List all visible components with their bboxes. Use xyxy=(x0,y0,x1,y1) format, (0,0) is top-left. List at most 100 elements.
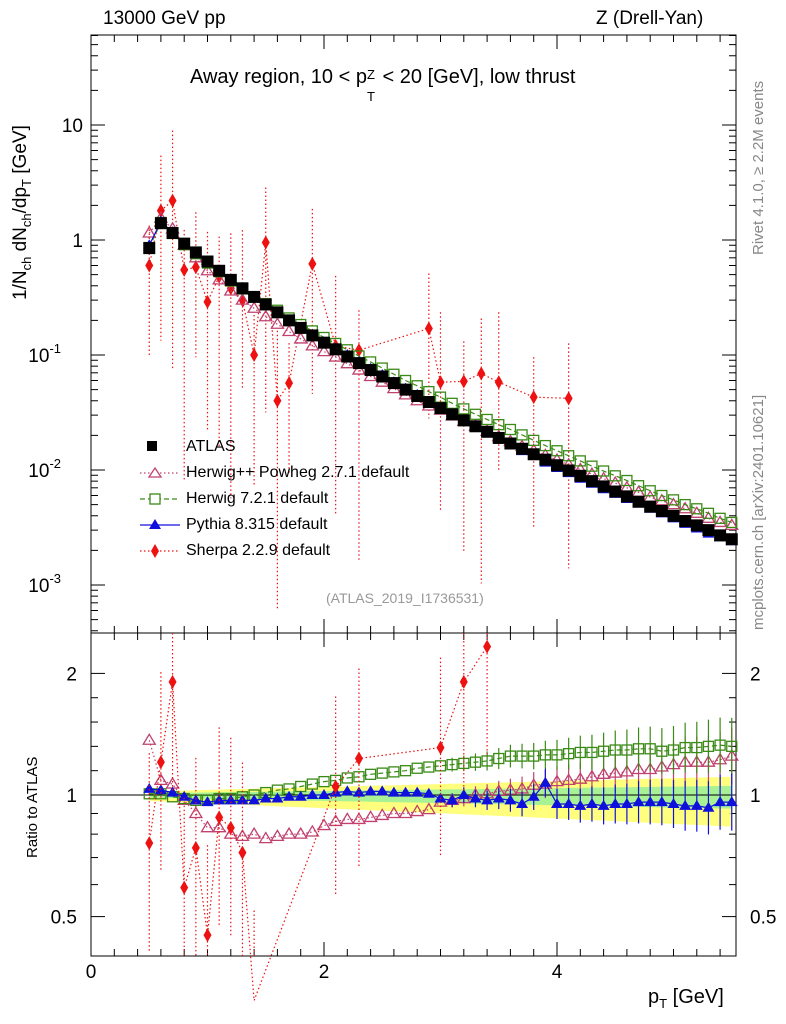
point-sherpa xyxy=(250,348,259,362)
point-sherpa xyxy=(529,390,538,405)
ratio-point-sherpa xyxy=(354,751,363,766)
point-herwig7 xyxy=(539,439,551,452)
point-atlas xyxy=(213,264,226,277)
ratio-point-herwigpp xyxy=(340,812,355,825)
point-atlas xyxy=(318,336,330,349)
ratio-point-pythia xyxy=(387,786,400,797)
x-tick-label: 0 xyxy=(86,962,97,983)
point-herwigpp xyxy=(712,515,728,528)
x-axis-label: pT [GeV] xyxy=(648,986,724,1011)
point-herwig7 xyxy=(691,503,703,515)
point-atlas xyxy=(574,469,587,482)
ratio-y-tick-label-right: 0.5 xyxy=(750,908,776,929)
ratio-point-herwigpp xyxy=(375,808,390,821)
point-atlas xyxy=(527,448,540,461)
ratio-point-herwigpp xyxy=(281,826,297,839)
point-atlas xyxy=(294,321,307,334)
ratio-point-herwigpp xyxy=(561,773,576,786)
point-atlas xyxy=(376,370,389,383)
y-tick-label: 10-1 xyxy=(28,341,61,367)
point-herwig7 xyxy=(597,465,610,477)
ratio-point-pythia xyxy=(725,796,738,807)
legend-label-herwigpp: Herwig++ Powheg 2.7.1 default xyxy=(186,464,410,481)
point-herwigpp xyxy=(316,344,332,357)
main-y-axis-label: 1/Nch dNch/dpT [GeV] xyxy=(10,125,34,300)
point-herwigpp xyxy=(223,283,238,296)
ratio-point-pythia xyxy=(422,787,435,798)
analysis-watermark: (ATLAS_2019_I1736531) xyxy=(326,590,484,606)
ratio-point-pythia xyxy=(574,799,587,810)
ratio-point-pythia xyxy=(539,776,552,787)
ratio-point-herwig7 xyxy=(714,739,726,751)
point-atlas xyxy=(411,390,424,403)
ratio-point-herwigpp xyxy=(235,829,250,842)
ratio-point-pythia xyxy=(283,790,296,801)
legend-symbol-atlas xyxy=(147,441,157,451)
ratio-point-pythia xyxy=(551,797,563,808)
point-atlas xyxy=(434,402,447,415)
ratio-point-herwig7 xyxy=(376,767,388,779)
point-sherpa xyxy=(285,376,294,391)
point-herwigpp xyxy=(293,331,308,344)
point-herwig7 xyxy=(609,470,621,482)
ratio-point-pythia xyxy=(201,796,214,807)
ratio-point-sherpa xyxy=(145,836,154,851)
point-atlas xyxy=(329,343,342,356)
point-herwigpp xyxy=(246,300,262,313)
ratio-point-pythia xyxy=(259,792,272,803)
ratio-point-sherpa xyxy=(191,840,200,855)
point-herwigpp xyxy=(724,518,739,531)
ratio-point-pythia xyxy=(620,797,633,808)
ratio-point-herwigpp xyxy=(386,806,402,819)
ratio-y-tick-label: 2 xyxy=(66,664,77,685)
ratio-point-pythia xyxy=(702,801,715,812)
point-sherpa xyxy=(564,391,573,406)
ratio-point-herwig7 xyxy=(597,745,610,757)
ratio-point-pythia xyxy=(411,786,424,797)
point-herwig7 xyxy=(574,455,586,467)
point-atlas xyxy=(166,227,179,240)
point-atlas xyxy=(189,246,202,259)
point-atlas xyxy=(702,524,715,537)
point-herwig7 xyxy=(644,485,656,497)
point-atlas xyxy=(201,255,214,268)
point-sherpa xyxy=(145,258,154,273)
ratio-point-pythia xyxy=(364,785,377,796)
legend-label-atlas: ATLAS xyxy=(186,438,236,455)
point-atlas xyxy=(387,377,400,390)
ratio-point-herwigpp xyxy=(596,767,611,779)
point-herwig7 xyxy=(656,489,668,502)
ratio-point-herwigpp xyxy=(608,765,623,778)
ratio-point-herwig7 xyxy=(656,745,668,757)
point-sherpa xyxy=(156,203,165,218)
ratio-point-herwigpp xyxy=(421,802,436,815)
point-atlas xyxy=(306,329,319,342)
point-sherpa xyxy=(180,262,189,277)
ratio-point-herwig7 xyxy=(516,750,528,762)
point-atlas xyxy=(492,431,505,444)
y-tick-label: 10-2 xyxy=(28,456,61,482)
ratio-point-pythia xyxy=(679,799,692,810)
ratio-point-herwigpp xyxy=(200,820,215,833)
ratio-point-herwigpp xyxy=(351,812,367,825)
ratio-point-pythia xyxy=(271,792,284,803)
ratio-point-pythia xyxy=(446,794,459,805)
rivet-version-label: Rivet 4.1.0, ≥ 2.2M events xyxy=(750,80,767,255)
point-atlas xyxy=(655,505,668,518)
point-herwigpp xyxy=(701,511,716,523)
ratio-point-pythia xyxy=(516,797,529,808)
ratio-point-herwig7 xyxy=(504,750,517,762)
point-atlas xyxy=(562,464,575,477)
ratio-point-pythia xyxy=(481,794,494,805)
point-sherpa xyxy=(308,256,317,271)
ratio-point-herwigpp xyxy=(270,829,285,842)
point-atlas xyxy=(609,485,622,498)
ratio-point-herwig7 xyxy=(528,750,540,762)
ratio-point-herwigpp xyxy=(631,762,646,775)
point-herwigpp xyxy=(200,263,215,276)
ratio-point-pythia xyxy=(318,789,330,799)
point-herwigpp xyxy=(340,356,355,369)
ratio-point-herwigpp xyxy=(410,804,425,817)
ratio-point-herwigpp xyxy=(584,769,600,782)
